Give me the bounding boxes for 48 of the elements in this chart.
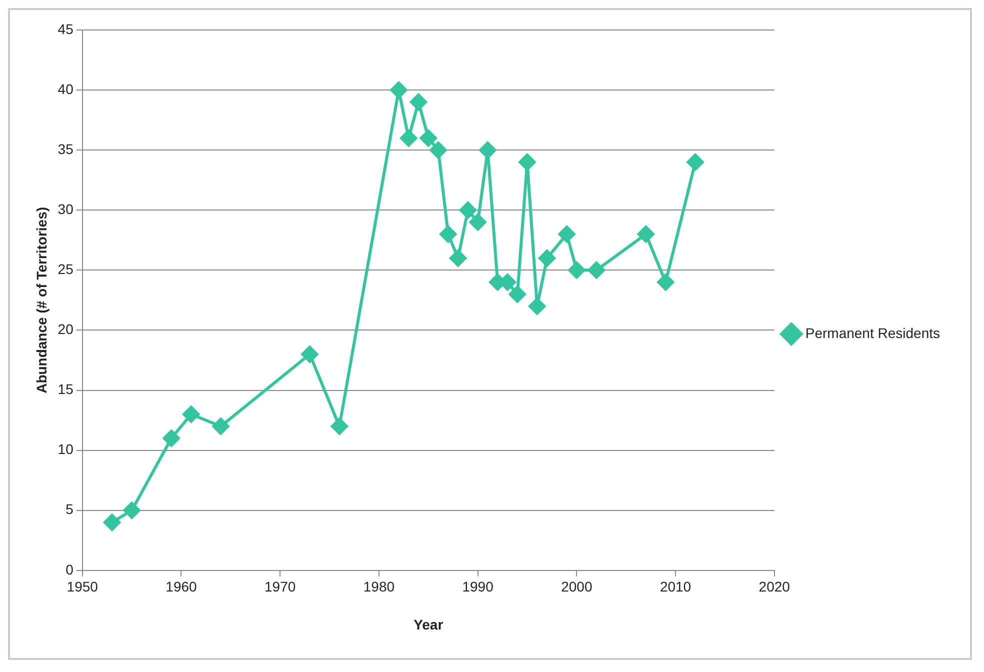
point — [528, 298, 546, 315]
legend-label: Permanent Residents — [805, 324, 940, 341]
y-tick-label: 15 — [58, 381, 74, 398]
y-tick-label: 0 — [66, 561, 74, 578]
point — [588, 262, 605, 279]
point — [440, 226, 457, 243]
point — [182, 406, 200, 423]
x-tick-label: 1980 — [363, 578, 395, 595]
point — [301, 346, 318, 363]
point — [410, 94, 427, 111]
point — [469, 214, 486, 231]
y-tick-label: 20 — [58, 321, 74, 338]
y-tick-label: 25 — [58, 261, 74, 278]
point — [123, 502, 140, 519]
point — [390, 82, 408, 99]
x-tick-label: 2000 — [561, 578, 592, 595]
x-tick-label: 2020 — [758, 578, 790, 595]
point — [330, 418, 348, 435]
point — [400, 130, 418, 147]
x-tick-label: 1950 — [66, 578, 98, 595]
point — [450, 250, 467, 267]
x-axis-title: Year — [414, 616, 444, 632]
point — [104, 514, 121, 531]
y-tick-label: 45 — [58, 20, 74, 37]
x-tick-label: 1970 — [264, 578, 296, 595]
point — [162, 430, 180, 447]
point — [508, 286, 526, 303]
point — [430, 142, 447, 159]
point — [568, 262, 586, 279]
point — [637, 226, 654, 243]
y-tick-label: 5 — [66, 501, 74, 518]
y-tick-label: 30 — [58, 200, 74, 217]
y-tick-label: 40 — [58, 80, 74, 97]
y-tick-label: 35 — [58, 140, 74, 157]
point — [420, 130, 437, 147]
point — [459, 202, 476, 219]
y-tick-label: 10 — [58, 441, 74, 458]
point — [558, 226, 576, 243]
x-tick-label: 1960 — [166, 578, 198, 595]
y-axis-title: Abundance (# of Territories) — [33, 206, 50, 394]
point — [686, 154, 704, 171]
point — [657, 274, 674, 291]
point — [538, 250, 556, 267]
x-tick-label: 2010 — [660, 578, 692, 595]
point — [518, 154, 536, 171]
point — [212, 418, 230, 435]
x-tick-label: 1990 — [462, 578, 494, 595]
point — [479, 142, 496, 159]
